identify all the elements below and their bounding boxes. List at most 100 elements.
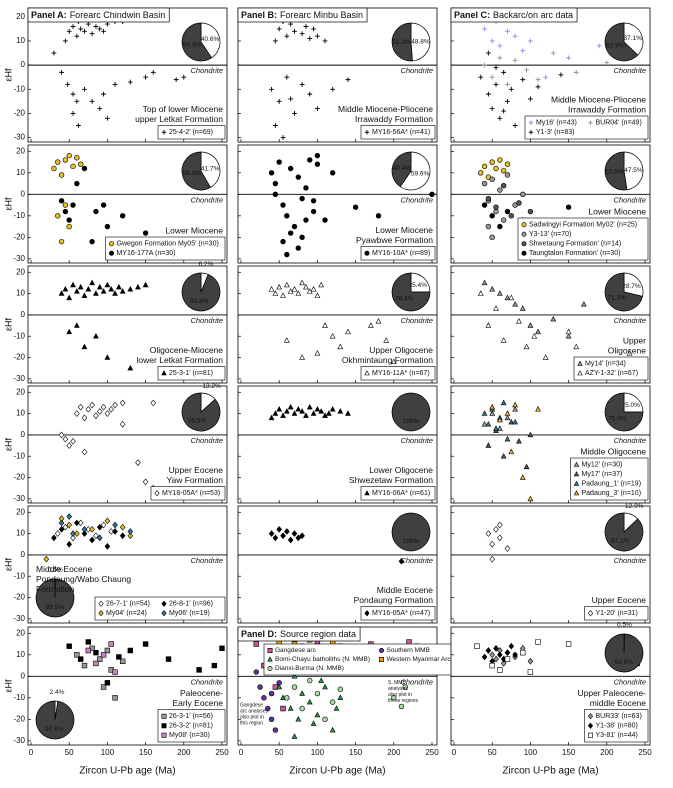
legend-box (360, 366, 436, 381)
data-point (489, 176, 495, 182)
pie-slice (399, 151, 431, 191)
data-point (508, 86, 514, 92)
data-point (104, 410, 111, 417)
data-point (66, 513, 72, 520)
legend-marker (587, 722, 594, 729)
header-box (237, 626, 361, 642)
legend-label: Padaung_1' (n=19) (582, 481, 642, 488)
pie-label: 25.0% (621, 402, 640, 409)
legend-marker (577, 370, 583, 376)
data-point (322, 322, 328, 328)
y-tick-label: 20 (16, 12, 25, 21)
chondrite-label: Chondrite (190, 436, 223, 445)
legend-marker (364, 610, 370, 617)
legend-label: MY16-05A* (n=47) (372, 610, 430, 617)
data-point (127, 532, 134, 540)
x-tick-label: 0 (29, 748, 34, 757)
legend: 26-7-1' (n=54) My04' (n=24) 26-8-1' (n=96)… (94, 596, 226, 621)
legend-marker (521, 222, 527, 228)
pie-label: 0.5% (617, 622, 632, 629)
pie-slice (623, 151, 644, 191)
data-point (314, 161, 321, 167)
data-point (565, 332, 572, 339)
data-point (280, 532, 286, 540)
data-point (329, 170, 336, 176)
legend-marker (161, 723, 167, 729)
data-point (276, 525, 282, 533)
legend-label: 25-4-2' (n=69) (169, 129, 213, 136)
pie-label: 12.9% (625, 503, 644, 510)
pie-slice (623, 22, 644, 56)
caption: Paleocene- (180, 688, 223, 698)
legend-label: MY16-06A* (n=61) (372, 490, 430, 497)
data-point (497, 187, 503, 193)
data-point (70, 281, 76, 288)
data-point (497, 667, 503, 673)
data-point (500, 337, 507, 343)
legend-marker (573, 480, 580, 486)
data-point (565, 328, 572, 335)
legend-marker (364, 250, 370, 256)
pie-label: 93.8% (190, 298, 209, 305)
data-point (512, 123, 518, 128)
data-point (269, 86, 274, 92)
data-point (303, 217, 309, 223)
data-point (337, 686, 344, 692)
data-point (70, 163, 76, 170)
legend-label: My16' (n=43) (536, 120, 577, 127)
data-point (55, 213, 61, 219)
legend-label: Dianxi-Burma (N. MMB) (275, 665, 344, 672)
data-point (81, 530, 88, 537)
data-point (307, 91, 313, 97)
caption: Middle Eocene (377, 585, 434, 595)
data-point (429, 191, 435, 198)
data-point (542, 354, 549, 360)
data-point (520, 48, 526, 54)
data-point (367, 322, 374, 328)
pie-label: 99.5% (46, 604, 65, 611)
x-tick-label: 200 (387, 748, 401, 757)
chondrite-label: Chondrite (190, 677, 223, 686)
data-point (143, 74, 148, 80)
data-point (112, 82, 118, 87)
data-point (325, 410, 332, 416)
data-point (96, 534, 103, 542)
data-point (508, 213, 515, 219)
legend-marker (528, 130, 534, 135)
data-point (315, 33, 320, 39)
data-point (482, 26, 487, 32)
data-point (54, 530, 61, 537)
data-point (485, 91, 491, 97)
data-point (501, 108, 507, 114)
data-point (104, 517, 111, 525)
data-point (268, 716, 275, 723)
data-point (62, 435, 69, 443)
data-point (303, 185, 309, 191)
data-point (292, 28, 297, 34)
data-point (500, 660, 507, 667)
data-point (626, 349, 633, 356)
data-point (81, 165, 88, 172)
legend-label: Y3-13' (n=70) (529, 231, 571, 238)
data-point (78, 26, 84, 32)
legend: MY16-11A* (n=67) (360, 366, 436, 381)
data-point (310, 208, 317, 215)
data-point (104, 647, 111, 654)
panel-header: Panel C: Backarc/on arc data (450, 7, 578, 23)
data-point (112, 695, 118, 701)
data-point (318, 281, 325, 288)
y-tick-label: 20 (16, 387, 25, 396)
legend-label: My17' (n=37) (582, 471, 623, 478)
legend-marker (108, 250, 115, 256)
legend-label: BUR04' (n=49) (596, 120, 642, 127)
pie-label: 58.3% (183, 170, 202, 177)
pie-label: 25.4% (408, 282, 427, 289)
header-label: Panel C: (454, 10, 490, 20)
data-point (66, 328, 73, 335)
y-tick-label: -30 (13, 254, 25, 263)
data-point (108, 641, 114, 647)
data-point (565, 641, 572, 647)
data-point (272, 410, 279, 416)
y-tick-label: 0 (21, 550, 26, 559)
data-point (322, 38, 328, 44)
